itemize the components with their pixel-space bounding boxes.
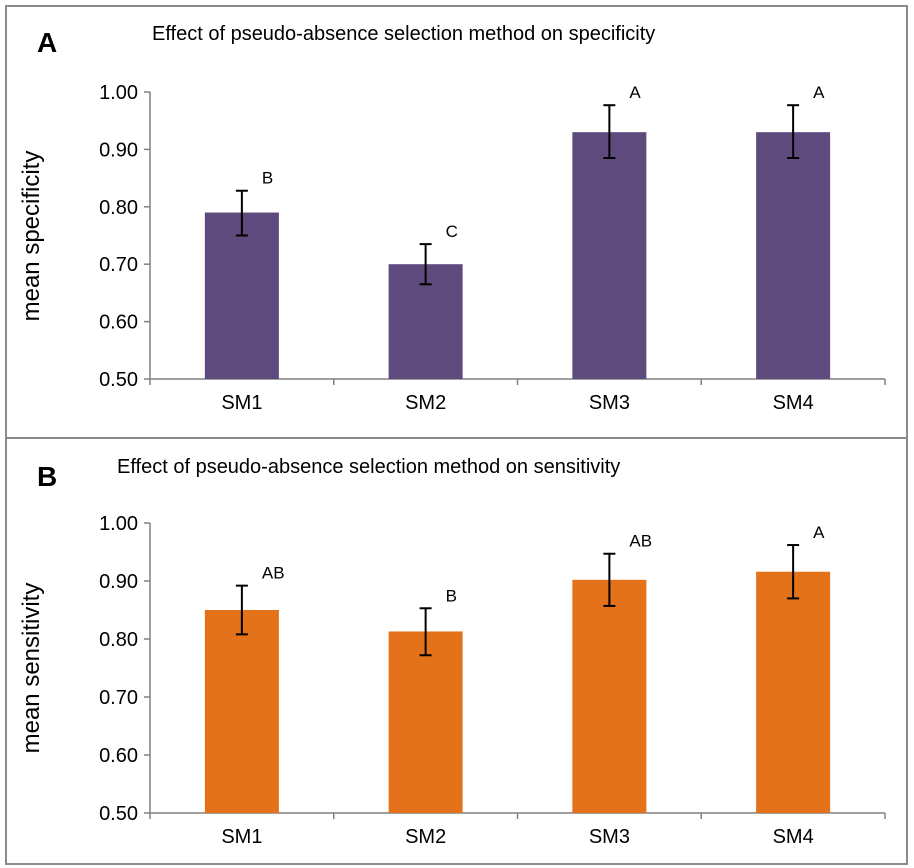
y-tick-label-b: 0.60 — [99, 745, 138, 767]
bar-sm2-b — [388, 631, 463, 813]
significance-label-sm3-a: A — [629, 83, 641, 102]
significance-label-sm4-b: A — [813, 523, 825, 542]
x-tick-label-sm4-b: SM4 — [773, 826, 814, 848]
significance-label-sm1-b: AB — [262, 564, 285, 583]
significance-label-sm1-a: B — [262, 169, 273, 188]
panel-label-b: B — [37, 461, 58, 492]
chart-svg-a: 0.50 0.60 0.70 0.80 0.90 1.00 B SM1 C SM2 A SM3 A SM4 — [99, 82, 886, 414]
y-tick-label-b: 0.90 — [99, 571, 138, 593]
bar-sm4-b — [756, 571, 831, 813]
y-tick-label-b: 0.70 — [99, 687, 138, 709]
y-tick-label-b: 1.00 — [99, 513, 138, 535]
bar-sm1-b — [204, 610, 279, 813]
panel-label-a: A — [37, 27, 58, 58]
x-tick-label-sm2-a: SM2 — [405, 392, 446, 414]
significance-label-sm3-b: AB — [629, 532, 652, 551]
chart-panel-a: A Effect of pseudo-absence selection met… — [5, 5, 908, 439]
x-tick-label-sm1-a: SM1 — [221, 392, 262, 414]
y-tick-label-b: 0.50 — [99, 803, 138, 825]
significance-label-sm2-b: B — [446, 586, 457, 605]
chart-panel-b: B Effect of pseudo-absence selection met… — [5, 437, 908, 865]
x-tick-label-sm4-a: SM4 — [773, 392, 814, 414]
y-tick-label-a: 0.80 — [99, 197, 138, 219]
x-tick-label-sm3-b: SM3 — [589, 826, 630, 848]
bar-sm4-a — [756, 132, 831, 379]
bar-sm3-a — [572, 132, 647, 379]
bar-sm1-a — [204, 212, 279, 379]
y-tick-label-a: 0.70 — [99, 254, 138, 276]
chart-title-b: Effect of pseudo-absence selection metho… — [117, 456, 621, 478]
significance-label-sm2-a: C — [446, 222, 458, 241]
x-tick-label-sm2-b: SM2 — [405, 826, 446, 848]
y-tick-label-a: 1.00 — [99, 82, 138, 104]
y-tick-label-a: 0.90 — [99, 139, 138, 161]
y-tick-label-b: 0.80 — [99, 629, 138, 651]
x-tick-label-sm3-a: SM3 — [589, 392, 630, 414]
y-tick-label-a: 0.50 — [99, 369, 138, 391]
bar-sm3-b — [572, 579, 647, 813]
x-tick-label-sm1-b: SM1 — [221, 826, 262, 848]
chart-svg-b: 0.50 0.60 0.70 0.80 0.90 1.00 AB SM1 B SM2 AB SM3 A S… — [99, 513, 886, 848]
significance-label-sm4-a: A — [813, 83, 825, 102]
y-tick-label-a: 0.60 — [99, 312, 138, 334]
chart-title-a: Effect of pseudo-absence selection metho… — [152, 23, 656, 45]
